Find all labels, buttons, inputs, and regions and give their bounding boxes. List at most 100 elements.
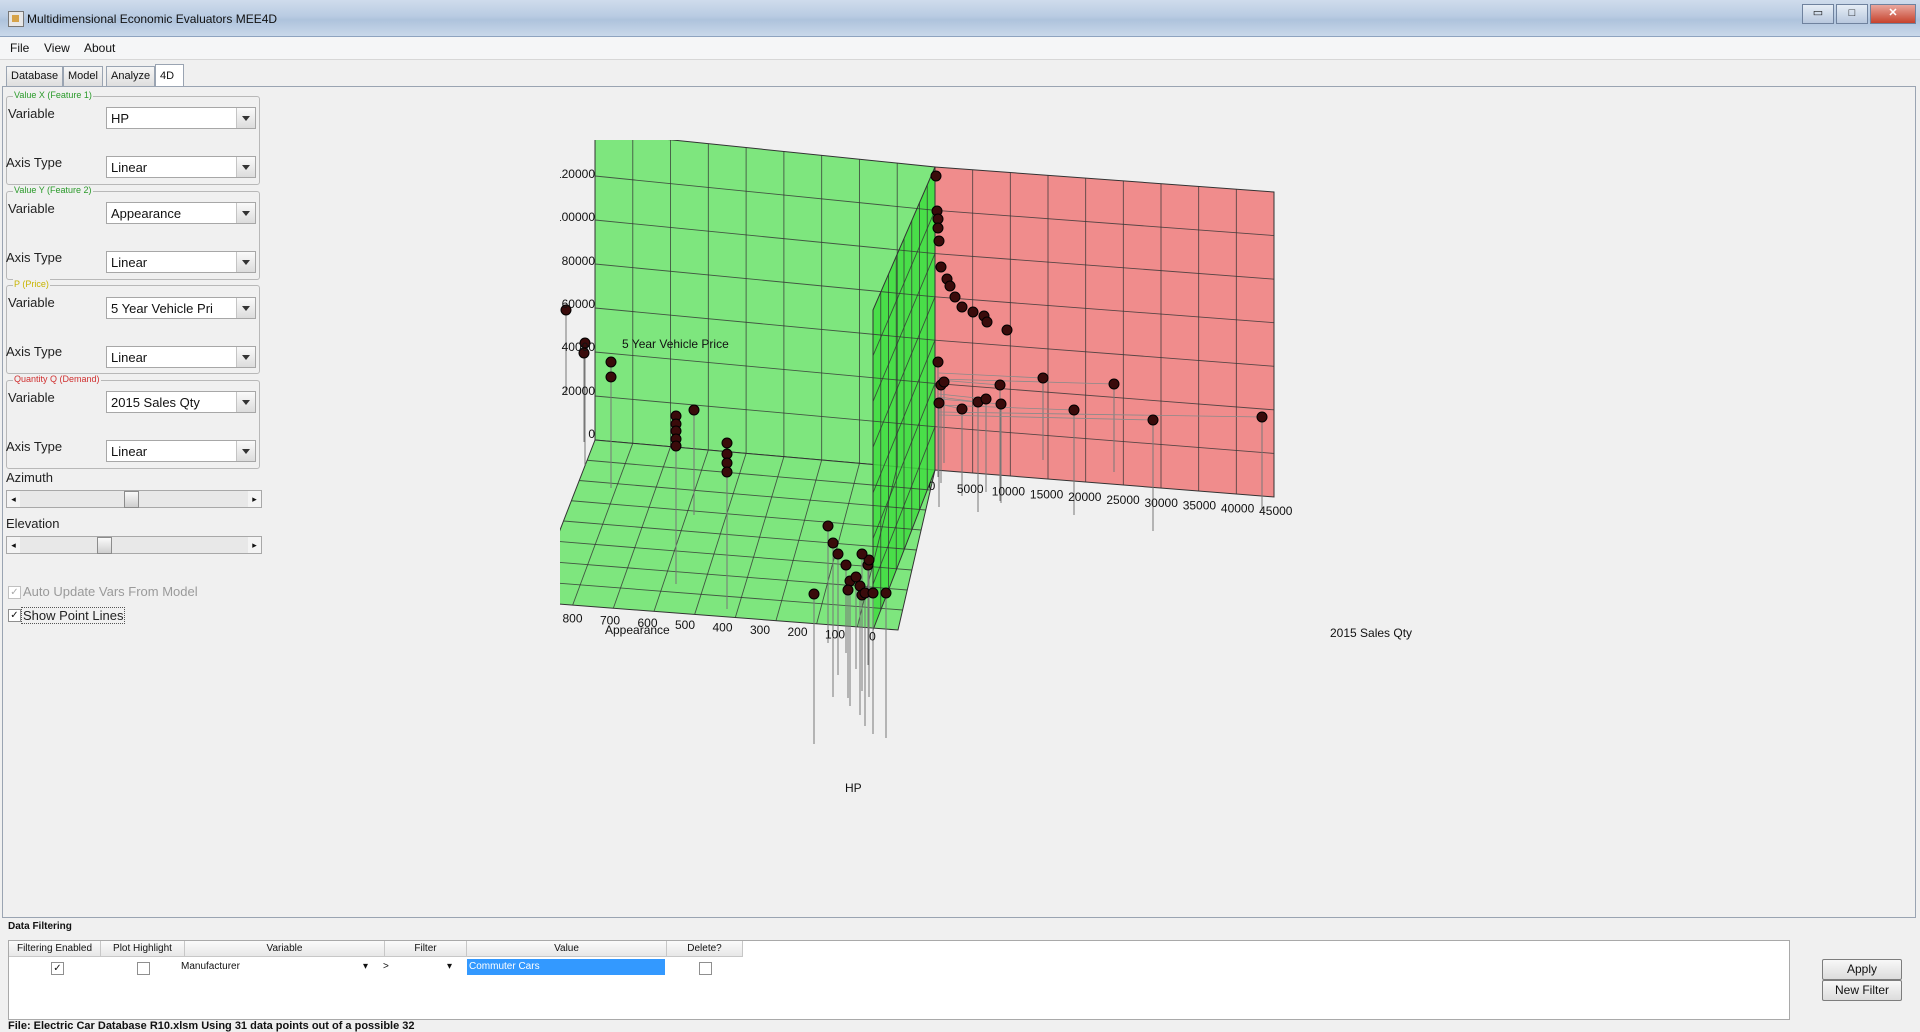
plot-highlight-checkbox[interactable] [137, 962, 150, 975]
filtering-title: Data Filtering [8, 921, 72, 932]
new-filter-button[interactable]: New Filter [1822, 980, 1902, 1001]
filter-value-input[interactable]: Commuter Cars [467, 959, 665, 975]
variable-label: Variable [8, 201, 55, 216]
chevron-down-icon [236, 252, 255, 272]
apply-button[interactable]: Apply [1822, 959, 1902, 980]
data-point [982, 317, 992, 327]
azimuth-slider[interactable]: ◂ ▸ [6, 490, 262, 508]
quantity-variable-select[interactable]: 2015 Sales Qty [106, 391, 256, 413]
slider-left-arrow-icon[interactable]: ◂ [7, 491, 20, 507]
price-axis-type-value: Linear [111, 350, 147, 365]
x-tick-label: 300 [750, 623, 770, 637]
data-point [722, 438, 732, 448]
data-point [722, 467, 732, 477]
tab-database[interactable]: Database [6, 66, 63, 86]
z-tick-label: 20000 [562, 384, 596, 398]
data-point [936, 262, 946, 272]
menu-file[interactable]: File [10, 41, 29, 55]
minimize-button[interactable]: ▭ [1802, 4, 1834, 24]
tab-model[interactable]: Model [63, 66, 103, 86]
column-header[interactable]: Value [467, 941, 667, 957]
price-variable-value: 5 Year Vehicle Pri [111, 301, 213, 316]
q-tick-label: 0 [929, 479, 936, 493]
x-variable-value: HP [111, 111, 129, 126]
data-point [823, 521, 833, 531]
data-point [1148, 415, 1158, 425]
elevation-slider[interactable]: ◂ ▸ [6, 536, 262, 554]
window-title: Multidimensional Economic Evaluators MEE… [27, 12, 277, 26]
filter-variable-select[interactable]: Manufacturer ▾ [181, 959, 381, 975]
data-point [934, 398, 944, 408]
data-point [606, 357, 616, 367]
x-tick-label: 100 [825, 627, 845, 641]
tab-analyze[interactable]: Analyze [106, 66, 155, 86]
column-header[interactable]: Delete? [667, 941, 743, 957]
y-variable-select[interactable]: Appearance [106, 202, 256, 224]
chevron-down-icon [236, 108, 255, 128]
q-tick-label: 35000 [1183, 499, 1217, 513]
azimuth-label: Azimuth [6, 470, 53, 485]
window-controls: ▭ □ ✕ [1802, 4, 1916, 24]
axis-type-label: Axis Type [6, 439, 62, 454]
data-point [934, 236, 944, 246]
axis-type-label: Axis Type [6, 344, 62, 359]
data-point [841, 560, 851, 570]
menu-about[interactable]: About [84, 41, 115, 55]
group-title: Value X (Feature 1) [13, 90, 93, 100]
axis-type-label: Axis Type [6, 250, 62, 265]
data-point [996, 399, 1006, 409]
filter-enabled-checkbox[interactable]: ✓ [51, 962, 64, 975]
x-tick-label: 500 [675, 618, 695, 632]
q-tick-label: 45000 [1259, 504, 1293, 518]
variable-label: Variable [8, 295, 55, 310]
data-point [957, 302, 967, 312]
z-tick-label: 60000 [562, 297, 596, 311]
menu-bar: File View About [0, 37, 1920, 60]
status-bar: File: Electric Car Database R10.xlsm Usi… [8, 1020, 415, 1032]
variable-label: Variable [8, 390, 55, 405]
price-variable-select[interactable]: 5 Year Vehicle Pri [106, 297, 256, 319]
data-point [933, 357, 943, 367]
slider-right-arrow-icon[interactable]: ▸ [248, 537, 261, 553]
slider-left-arrow-icon[interactable]: ◂ [7, 537, 20, 553]
x-tick-label: 800 [562, 611, 582, 625]
menu-view[interactable]: View [44, 41, 70, 55]
data-point [968, 307, 978, 317]
column-header[interactable]: Filtering Enabled [9, 941, 101, 957]
show-point-lines-label: Show Point Lines [21, 607, 125, 624]
x-tick-label: 200 [787, 625, 807, 639]
price-axis-type-select[interactable]: Linear [106, 346, 256, 368]
azimuth-slider-thumb[interactable] [124, 491, 139, 508]
column-header[interactable]: Filter [385, 941, 467, 957]
data-point [868, 588, 878, 598]
maximize-button[interactable]: □ [1836, 4, 1868, 24]
auto-update-label: Auto Update Vars From Model [23, 584, 198, 599]
column-header[interactable]: Variable [185, 941, 385, 957]
data-point [1069, 405, 1079, 415]
filter-operator-select[interactable]: > ▾ [383, 959, 463, 975]
z-tick-label: 80000 [562, 254, 596, 268]
auto-update-checkbox[interactable]: ✓ [8, 586, 21, 599]
quantity-variable-value: 2015 Sales Qty [111, 395, 200, 410]
data-point [881, 588, 891, 598]
quantity-axis-type-select[interactable]: Linear [106, 440, 256, 462]
y-axis-type-select[interactable]: Linear [106, 251, 256, 273]
slider-right-arrow-icon[interactable]: ▸ [248, 491, 261, 507]
chevron-down-icon: ▾ [363, 959, 368, 975]
x-axis-type-select[interactable]: Linear [106, 156, 256, 178]
tab-4d-plot[interactable]: 4D Plot [155, 64, 184, 87]
y-variable-value: Appearance [111, 206, 181, 221]
elevation-slider-thumb[interactable] [97, 537, 112, 554]
chevron-down-icon [236, 157, 255, 177]
data-point [1002, 325, 1012, 335]
delete-filter-checkbox[interactable] [699, 962, 712, 975]
show-point-lines-checkbox[interactable]: ✓ [8, 609, 21, 622]
column-header[interactable]: Plot Highlight [101, 941, 185, 957]
close-button[interactable]: ✕ [1870, 4, 1916, 24]
x-variable-select[interactable]: HP [106, 107, 256, 129]
data-point [995, 380, 1005, 390]
q-tick-label: 5000 [957, 482, 984, 496]
quantity-axis-type-value: Linear [111, 444, 147, 459]
data-point [1109, 379, 1119, 389]
plot-4d[interactable]: 1400001200001000008000060000400002000001… [560, 140, 1620, 810]
